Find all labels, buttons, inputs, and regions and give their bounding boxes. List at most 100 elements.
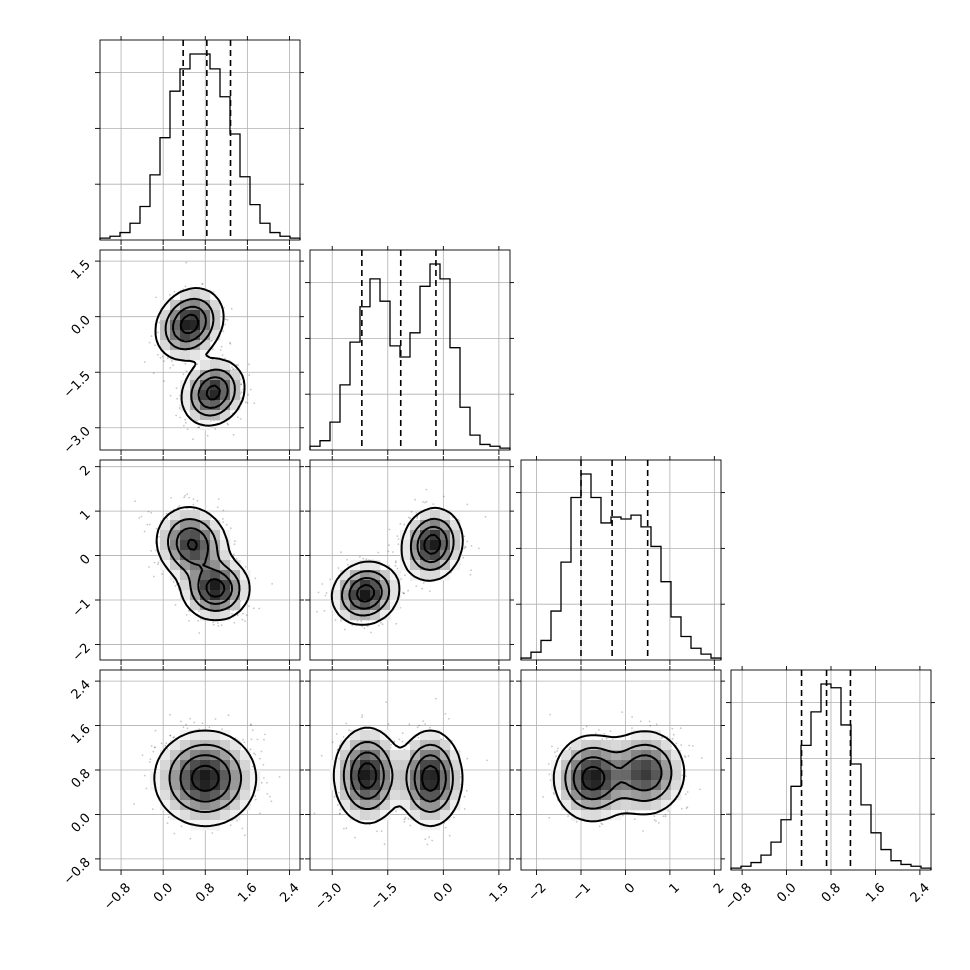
scatter-point: [407, 817, 410, 820]
density-cell: [190, 340, 201, 351]
density-cell: [220, 360, 231, 371]
density-cell: [200, 300, 211, 311]
scatter-point: [380, 830, 383, 832]
scatter-point: [192, 503, 195, 506]
scatter-point: [383, 843, 386, 846]
density-fill: [160, 510, 251, 621]
scatter-point: [340, 619, 342, 622]
scatter-point: [201, 722, 204, 725]
scatter-point: [183, 424, 185, 427]
scatter-point: [169, 367, 172, 369]
joint-panel-1-0: −3.0−1.50.01.5: [61, 246, 304, 457]
density-cell: [210, 300, 221, 311]
density-cell: [160, 760, 171, 771]
scatter-point: [347, 563, 349, 566]
scatter-point: [396, 535, 399, 537]
density-cell: [160, 520, 171, 531]
scatter-point: [429, 726, 431, 729]
density-cell: [200, 810, 211, 821]
density-cell: [180, 790, 191, 801]
y-tick-label: −1.5: [61, 368, 94, 401]
scatter-point: [231, 366, 233, 369]
scatter-point: [182, 373, 185, 376]
scatter-point: [211, 832, 214, 834]
density-cell: [210, 580, 221, 591]
density-cell: [240, 590, 251, 601]
density-cell: [190, 320, 201, 331]
scatter-point: [421, 587, 424, 590]
scatter-point: [166, 357, 169, 360]
scatter-point: [429, 590, 431, 592]
scatter-point: [395, 810, 397, 813]
density-cell: [170, 810, 181, 821]
density-cell: [170, 320, 181, 331]
density-cell: [240, 770, 251, 781]
density-cell: [360, 560, 371, 571]
contour-level-3: [186, 538, 226, 598]
scatter-point: [166, 748, 169, 751]
scatter-point: [335, 733, 338, 735]
density-cell: [410, 570, 421, 581]
scatter-point: [252, 607, 255, 610]
contour-level-1: [164, 297, 236, 417]
density-cell: [420, 570, 431, 581]
scatter-point: [425, 488, 428, 491]
density-cell: [230, 560, 241, 571]
density-cell: [190, 350, 201, 361]
joint-density: [313, 697, 488, 846]
density-cell: [230, 780, 241, 791]
scatter-point: [141, 754, 144, 756]
scatter-point: [169, 734, 172, 737]
density-cell: [160, 750, 171, 761]
density-cell: [230, 810, 241, 821]
scatter-point: [381, 623, 384, 626]
density-cell: [160, 780, 171, 791]
scatter-point: [251, 729, 254, 732]
density-cell: [400, 550, 411, 561]
scatter-point: [263, 738, 265, 741]
density-cell: [160, 310, 171, 321]
density-cell: [220, 780, 231, 791]
scatter-point: [224, 357, 226, 360]
scatter-point: [422, 720, 425, 722]
scatter-point: [159, 356, 162, 359]
density-cell: [230, 400, 241, 411]
scatter-point: [260, 781, 263, 784]
scatter-point: [351, 624, 354, 627]
scatter-point: [145, 787, 148, 790]
scatter-point: [264, 733, 266, 736]
scatter-point: [247, 393, 249, 396]
scatter-point: [248, 363, 250, 366]
scatter-point: [253, 402, 256, 405]
scatter-point: [152, 750, 155, 753]
density-cell: [400, 540, 411, 551]
density-cell: [170, 760, 181, 771]
density-cell: [230, 590, 241, 601]
density-cell: [430, 520, 441, 531]
scatter-point: [403, 592, 406, 595]
scatter-point: [217, 498, 220, 500]
scatter-point: [240, 383, 243, 386]
y-tick-label: −1: [70, 596, 94, 620]
scatter-point: [151, 808, 154, 811]
scatter-point: [402, 591, 404, 594]
scatter-point: [163, 380, 165, 382]
x-tick-label: 0.8: [193, 880, 218, 905]
scatter-point: [333, 795, 336, 798]
scatter-point: [422, 501, 424, 503]
density-cell: [220, 550, 231, 561]
gridlines-count: [521, 492, 721, 605]
scatter-point: [171, 360, 173, 363]
density-cell: [210, 570, 221, 581]
scatter-point: [220, 624, 223, 627]
scatter-point: [243, 834, 246, 837]
joint-density: [316, 488, 487, 634]
density-cell: [190, 530, 201, 541]
scatter-point: [398, 738, 401, 741]
scatter-point: [212, 291, 215, 294]
density-cell: [410, 530, 421, 541]
scatter-point: [250, 723, 252, 726]
scatter-point: [431, 839, 433, 842]
scatter-point: [192, 438, 194, 441]
scatter-point: [370, 631, 372, 634]
